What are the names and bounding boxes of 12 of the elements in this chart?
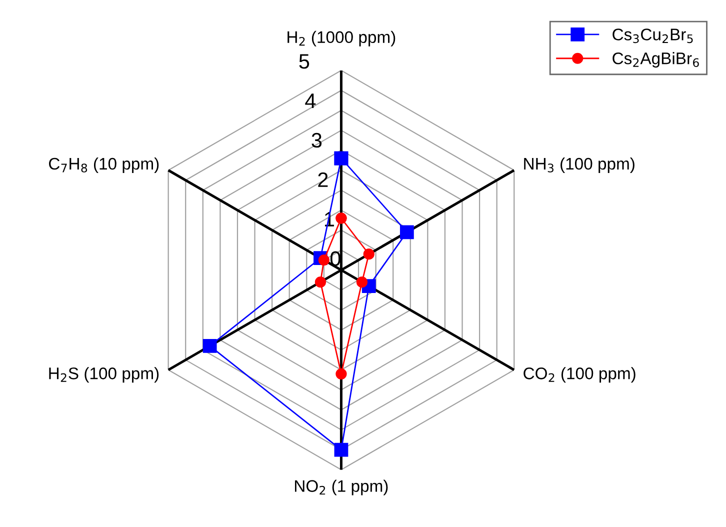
y-tick-label: 2 <box>318 172 328 187</box>
spoke-label: CO$_{2}$ (100 ppm) <box>524 367 636 383</box>
legend-label: Cs$_{3}$Cu$_{2}$Br$_{5}$ <box>612 28 693 44</box>
legend-label: Cs$_{2}$AgBiBr$_{6}$ <box>612 52 699 68</box>
y-tick-label: 5 <box>299 54 310 69</box>
y-tick-label: 3 <box>312 132 322 148</box>
spoke-label: C$_{7}$H$_{8}$ (10 ppm) <box>49 157 159 173</box>
spoke-label: NH$_{3}$ (100 ppm) <box>524 157 634 173</box>
spoke-label: H$_{2}$ (1000 ppm) <box>288 30 396 46</box>
spoke-label: H$_{2}$S (100 ppm) <box>49 367 159 383</box>
y-tick-label: 4 <box>305 94 316 108</box>
spoke-label: NO$_{2}$ (1 ppm) <box>295 480 388 496</box>
